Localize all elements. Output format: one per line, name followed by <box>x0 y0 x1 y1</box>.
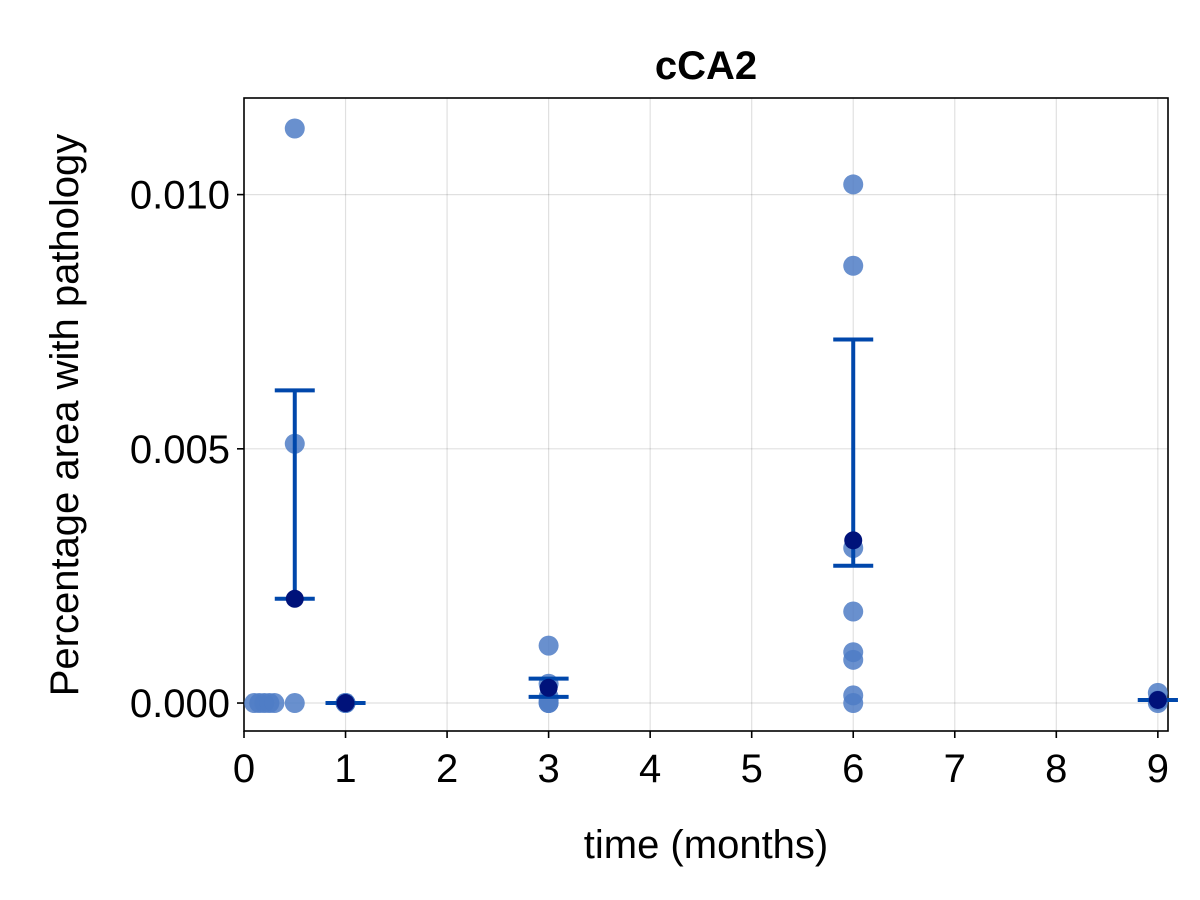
x-tick-label: 4 <box>639 747 661 791</box>
points-layer <box>244 118 1168 714</box>
mean-point <box>336 694 355 713</box>
data-point <box>538 635 559 656</box>
data-point <box>843 649 864 670</box>
data-point <box>843 601 864 622</box>
chart-title: cCA2 <box>655 44 757 88</box>
data-point <box>264 693 285 714</box>
x-tick-label: 5 <box>741 747 763 791</box>
x-tick-label: 9 <box>1147 747 1169 791</box>
mean-point <box>539 678 558 697</box>
data-point <box>843 693 864 714</box>
data-point <box>284 693 305 714</box>
x-tick-label: 3 <box>537 747 559 791</box>
data-point <box>284 118 305 139</box>
y-tick-label: 0.000 <box>130 682 230 726</box>
x-tick-label: 2 <box>436 747 458 791</box>
x-tick-label: 6 <box>842 747 864 791</box>
mean-point <box>285 589 304 608</box>
y-tick-label: 0.010 <box>130 174 230 218</box>
mean-point <box>844 531 863 550</box>
y-axis-label: Percentage area with pathology <box>43 134 87 697</box>
data-point <box>843 174 864 195</box>
x-tick-label: 0 <box>233 747 255 791</box>
errorbar-layer <box>274 337 1178 706</box>
mean-point <box>1148 690 1167 709</box>
x-tick-label: 7 <box>944 747 966 791</box>
x-axis-label: time (months) <box>584 823 829 867</box>
grid-layer <box>243 98 1168 731</box>
y-tick-label: 0.005 <box>130 428 230 472</box>
mean-layer <box>285 531 1167 713</box>
x-tick-label: 1 <box>334 747 356 791</box>
x-tick-label: 8 <box>1045 747 1067 791</box>
plot-frame <box>243 97 1169 732</box>
ticks-layer: 0 1 2 3 4 5 6 7 8 9 0.000 0.005 0.010 <box>130 174 1169 791</box>
data-point <box>843 255 864 276</box>
